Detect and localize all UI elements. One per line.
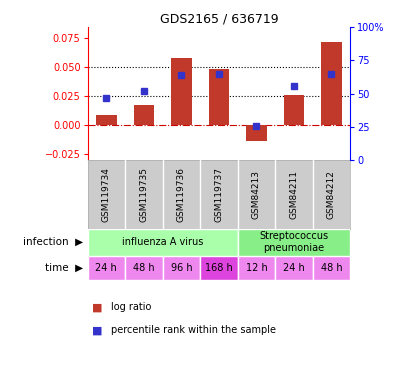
Text: GSM119737: GSM119737 [215, 167, 223, 222]
Bar [238, 255, 275, 280]
Text: 24 h: 24 h [96, 263, 117, 273]
Bar [163, 255, 200, 280]
Text: infection  ▶: infection ▶ [23, 237, 84, 247]
Bar [96, 115, 117, 126]
Text: 48 h: 48 h [321, 263, 342, 273]
Bar [275, 255, 313, 280]
Text: time  ▶: time ▶ [45, 263, 84, 273]
Text: 12 h: 12 h [246, 263, 267, 273]
Bar [246, 126, 267, 141]
Text: 168 h: 168 h [205, 263, 233, 273]
Bar [321, 42, 342, 126]
Text: GSM84211: GSM84211 [289, 170, 298, 219]
Text: GSM119736: GSM119736 [177, 167, 186, 222]
Text: ■: ■ [92, 302, 102, 312]
Text: GSM119734: GSM119734 [102, 167, 111, 222]
Bar [88, 229, 238, 255]
Text: GSM84212: GSM84212 [327, 170, 336, 219]
Bar [284, 95, 304, 126]
Bar [238, 229, 350, 255]
Text: GSM119735: GSM119735 [139, 167, 148, 222]
Text: ■: ■ [92, 325, 102, 335]
Bar [134, 104, 154, 126]
Bar [200, 255, 238, 280]
Bar [171, 58, 192, 126]
Text: 48 h: 48 h [133, 263, 155, 273]
Bar [209, 69, 229, 126]
Bar [313, 255, 350, 280]
Bar [125, 255, 163, 280]
Text: 96 h: 96 h [171, 263, 192, 273]
Text: influenza A virus: influenza A virus [122, 237, 203, 247]
Text: 24 h: 24 h [283, 263, 305, 273]
Text: Streptococcus
pneumoniae: Streptococcus pneumoniae [259, 232, 328, 253]
Title: GDS2165 / 636719: GDS2165 / 636719 [160, 13, 278, 26]
Text: log ratio: log ratio [111, 302, 152, 312]
Text: percentile rank within the sample: percentile rank within the sample [111, 325, 277, 335]
Text: GSM84213: GSM84213 [252, 170, 261, 219]
Bar [88, 255, 125, 280]
